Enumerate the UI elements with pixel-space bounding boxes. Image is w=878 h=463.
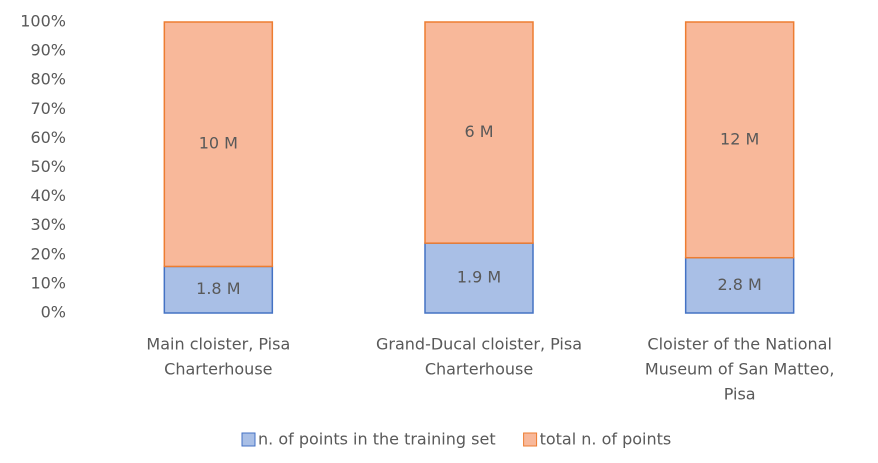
y-tick-label: 80% xyxy=(30,70,66,89)
data-label: 12 M xyxy=(720,129,759,148)
x-tick-label: Pisa xyxy=(724,385,756,404)
data-label: 1.8 M xyxy=(196,279,240,298)
y-tick-label: 0% xyxy=(41,303,66,322)
x-tick-label: Cloister of the National xyxy=(647,335,832,354)
bar-segment xyxy=(163,21,274,268)
data-label: 1.9 M xyxy=(457,268,501,287)
y-tick-label: 10% xyxy=(30,273,66,292)
y-tick-label: 20% xyxy=(30,244,66,263)
bar-segment xyxy=(424,21,534,244)
x-tick-label: Museum of San Matteo, xyxy=(645,360,835,379)
y-tick-label: 70% xyxy=(30,99,66,118)
data-label: 10 M xyxy=(199,134,238,153)
x-tick-label: Main cloister, Pisa xyxy=(146,335,290,354)
y-tick-label: 100% xyxy=(20,12,66,31)
y-tick-label: 40% xyxy=(30,186,66,205)
legend-swatch xyxy=(241,432,256,447)
y-tick-label: 90% xyxy=(30,41,66,60)
bar-segment xyxy=(163,265,274,314)
x-tick-label: Charterhouse xyxy=(164,360,272,379)
data-label: 2.8 M xyxy=(717,275,761,294)
legend-label: n. of points in the training set xyxy=(258,430,496,449)
x-tick-label: Charterhouse xyxy=(425,360,533,379)
y-tick-label: 50% xyxy=(30,157,66,176)
data-label: 6 M xyxy=(464,122,493,141)
legend-label: total n. of points xyxy=(540,430,672,449)
bar-segment xyxy=(684,21,795,259)
y-tick-label: 30% xyxy=(30,215,66,234)
y-tick-label: 60% xyxy=(30,128,66,147)
bar-segment xyxy=(684,256,795,314)
x-tick-label: Grand-Ducal cloister, Pisa xyxy=(376,335,582,354)
legend-swatch xyxy=(523,432,538,447)
